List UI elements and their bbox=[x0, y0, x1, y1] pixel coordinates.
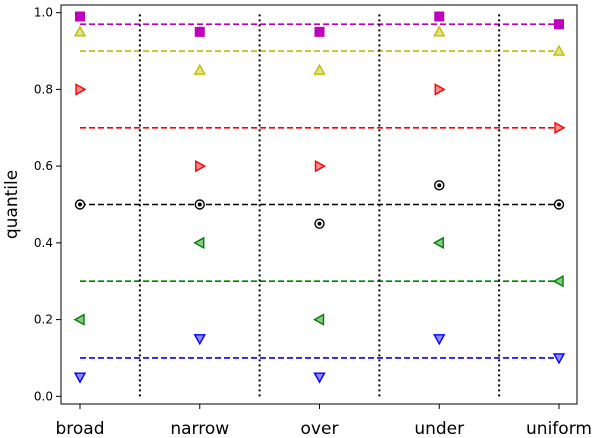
x-tick-label-over: over bbox=[301, 419, 339, 438]
reference-lines bbox=[80, 23, 559, 359]
marker-triangle-right-uniform bbox=[554, 121, 566, 134]
marker-triangle-left-narrow bbox=[193, 236, 205, 250]
marker-triangle-right-narrow bbox=[195, 159, 207, 173]
y-tick-label: 0.6 bbox=[34, 159, 53, 173]
marker-triangle-left-over bbox=[313, 313, 325, 326]
marker-triangle-up-over bbox=[313, 63, 326, 75]
marker-square-over bbox=[314, 26, 325, 37]
x-tick-label-uniform: uniform bbox=[526, 419, 592, 438]
y-tick-label: 1.0 bbox=[34, 6, 53, 20]
y-tick-label: 0.0 bbox=[34, 389, 53, 403]
marker-circle-dot-narrow bbox=[194, 199, 205, 210]
marker-triangle-down-under bbox=[433, 334, 446, 346]
marker-triangle-right-under bbox=[434, 83, 446, 96]
marker-triangle-left-broad bbox=[73, 313, 85, 326]
marker-triangle-down-uniform bbox=[552, 353, 566, 365]
marker-circle-dot-over bbox=[314, 218, 325, 229]
marker-square-narrow bbox=[194, 26, 205, 37]
y-tick-label: 0.8 bbox=[34, 82, 53, 96]
x-axis-ticks: broad narrow over under uniform bbox=[55, 404, 592, 438]
y-tick-label: 0.4 bbox=[34, 236, 53, 250]
marker-triangle-up-uniform bbox=[552, 44, 566, 56]
data-markers bbox=[73, 11, 566, 384]
marker-circle-dot-under bbox=[434, 180, 445, 191]
marker-triangle-left-uniform bbox=[552, 275, 564, 288]
marker-square-broad bbox=[75, 11, 85, 22]
marker-triangle-down-narrow bbox=[193, 334, 206, 346]
marker-triangle-up-broad bbox=[73, 25, 87, 37]
marker-triangle-down-over bbox=[313, 372, 326, 384]
category-separators bbox=[138, 12, 501, 397]
y-axis-ticks: 0.0 0.2 0.4 0.6 0.8 1.0 bbox=[34, 6, 61, 403]
marker-circle-dot-uniform bbox=[553, 199, 565, 210]
marker-triangle-up-narrow bbox=[193, 63, 206, 75]
y-tick-label: 0.2 bbox=[34, 313, 53, 327]
marker-triangle-up-under bbox=[433, 25, 446, 37]
y-axis-label: quantile bbox=[2, 170, 22, 239]
x-tick-label-broad: broad bbox=[55, 419, 104, 438]
marker-circle-dot-broad bbox=[74, 199, 86, 210]
marker-square-uniform bbox=[554, 19, 564, 30]
x-tick-label-under: under bbox=[414, 419, 464, 438]
marker-square-under bbox=[434, 11, 445, 22]
marker-triangle-left-under bbox=[432, 236, 444, 250]
x-tick-label-narrow: narrow bbox=[170, 419, 229, 438]
marker-triangle-down-broad bbox=[73, 372, 87, 384]
marker-triangle-right-broad bbox=[75, 83, 87, 96]
marker-triangle-right-over bbox=[314, 159, 326, 173]
